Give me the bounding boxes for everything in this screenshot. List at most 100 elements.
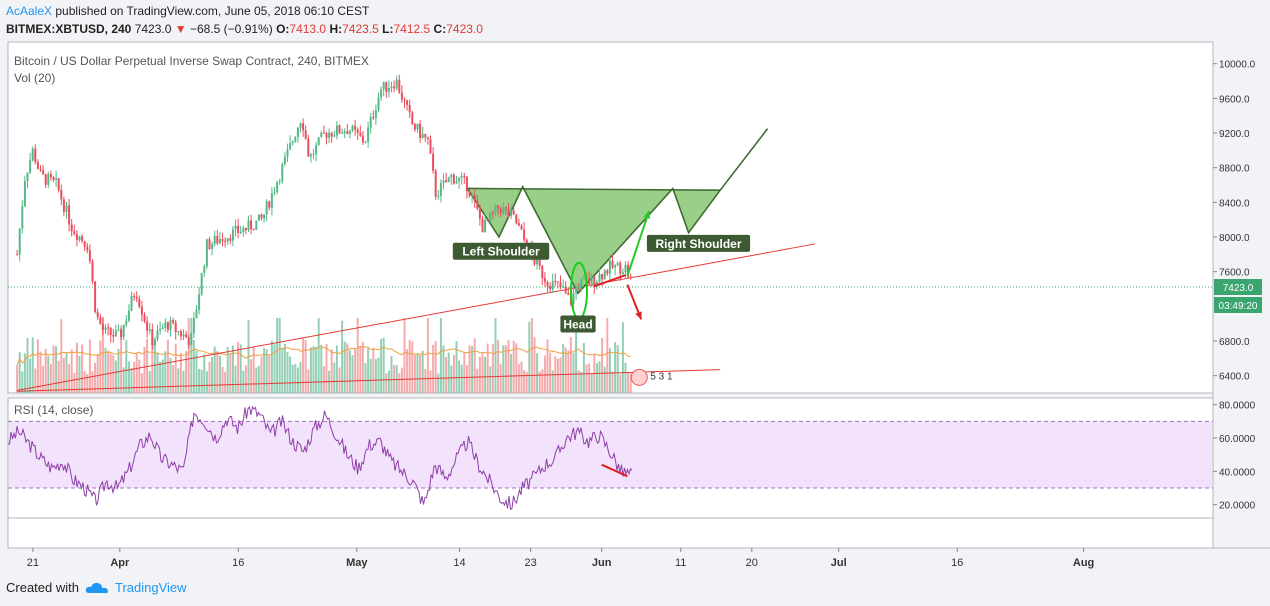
candle-body [502, 207, 505, 214]
candle-body [465, 176, 468, 192]
candle-body [593, 275, 596, 287]
volume-bar [471, 346, 474, 393]
volume-bar [250, 359, 253, 393]
volume-bar [369, 358, 372, 393]
volume-bar [330, 349, 333, 393]
event-flag-icon [630, 368, 648, 386]
candle-body [333, 135, 336, 137]
candle-body [494, 205, 497, 213]
candle-body [434, 170, 437, 197]
close-value: 7423.0 [446, 22, 483, 36]
candle-body [211, 243, 214, 250]
candle-body [114, 330, 117, 337]
candle-body [572, 292, 575, 305]
volume-bar [52, 345, 55, 393]
candle-body [268, 201, 271, 208]
volume-bar [146, 338, 149, 393]
volume-bar [452, 355, 455, 393]
volume-bar [21, 371, 24, 393]
volume-bar [530, 318, 533, 393]
volume-bar [187, 318, 190, 393]
time-tick-label: 14 [453, 557, 465, 569]
time-tick-label: Jul [831, 557, 847, 569]
candle-body [122, 324, 125, 337]
author-link[interactable]: AcAaleX [6, 4, 53, 18]
volume-bar [486, 343, 489, 393]
candle-body [226, 238, 229, 242]
volume-bar [268, 355, 271, 393]
candle-body [250, 220, 253, 230]
volume-bar [26, 337, 29, 393]
time-tick-label: May [346, 557, 368, 569]
candle-body [520, 225, 523, 230]
candle-body [81, 236, 84, 241]
volume-bar [491, 343, 494, 393]
volume-bar [182, 370, 185, 393]
volume-bar [411, 341, 414, 393]
volume-bar [320, 344, 323, 393]
candle-body [257, 214, 260, 221]
candle-body [75, 234, 78, 240]
candle-body [400, 92, 403, 100]
volume-bar [536, 353, 539, 393]
candle-body [351, 125, 354, 131]
candle-body [541, 265, 544, 278]
volume-bar [302, 338, 305, 393]
volume-bar [406, 348, 409, 393]
rsi-tick-label: 20.0000 [1219, 501, 1256, 512]
candle-body [195, 309, 198, 319]
candle-body [166, 322, 169, 330]
candle-body [281, 164, 284, 182]
candle-body [55, 178, 58, 180]
volume-bar [502, 345, 505, 393]
volume-bar [86, 373, 89, 393]
chart-canvas[interactable]: 10000.0 9600.0 9200.0 8800.0 8400.0 8000.0 760… [0, 0, 1270, 575]
volume-bar [445, 357, 448, 393]
candle-body [598, 274, 601, 282]
candle-body [49, 174, 52, 178]
candle-body [543, 277, 546, 282]
candle-body [564, 286, 567, 293]
candle-body [601, 274, 604, 280]
price-tick-label: 8400.0 [1219, 198, 1250, 209]
candle-body [619, 262, 622, 274]
time-tick-label: Aug [1073, 557, 1094, 569]
head-label-bg [560, 315, 596, 333]
candle-body [556, 281, 559, 283]
candle-body [380, 89, 383, 98]
volume-bar [497, 340, 500, 393]
candle-body [325, 132, 328, 138]
volume-bar [263, 347, 266, 393]
publish-text: published on TradingView.com, June 05, 2… [55, 4, 370, 18]
candle-body [289, 142, 292, 150]
head-shoulders-outline [466, 128, 769, 295]
candle-body [218, 238, 221, 244]
candle-body [107, 327, 110, 329]
candle-body [367, 127, 370, 142]
candle-body [192, 318, 195, 334]
candle-body [484, 220, 487, 233]
event-marker-label: 5 3 1 [650, 372, 673, 383]
volume-bar [455, 341, 458, 393]
volume-bar [356, 318, 359, 393]
volume-bar [239, 344, 242, 393]
candle-body [403, 99, 406, 101]
volume-bar [374, 359, 377, 393]
candle-body [478, 208, 481, 219]
price-tick-label: 9200.0 [1219, 129, 1250, 140]
volume-bar [481, 352, 484, 393]
volume-bar [515, 343, 518, 393]
volume-bar [78, 355, 81, 393]
open-value: 7413.0 [289, 22, 327, 36]
volume-bar [29, 358, 32, 393]
volume-bar [283, 343, 286, 393]
volume-bar [65, 352, 68, 393]
candle-body [499, 208, 502, 214]
candle-body [382, 81, 385, 90]
candle-body [455, 181, 458, 184]
volume-bar [94, 362, 97, 393]
candle-body [130, 295, 133, 311]
volume-bar [601, 337, 604, 393]
volume-bar [257, 365, 260, 393]
tradingview-brand[interactable]: TradingView [114, 580, 187, 595]
